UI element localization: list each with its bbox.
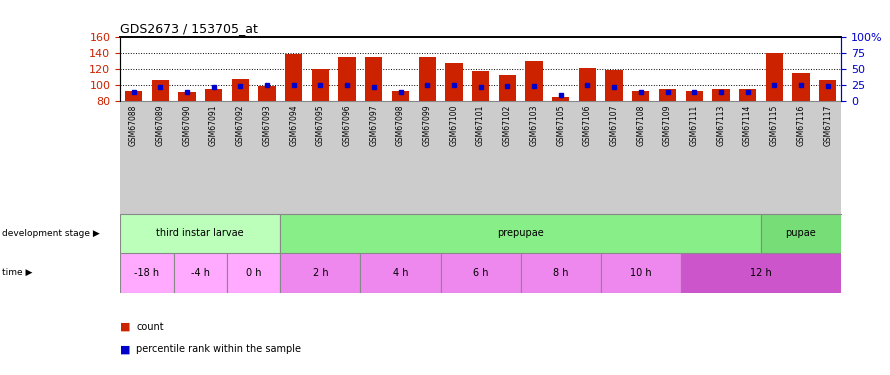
Text: 0 h: 0 h bbox=[246, 268, 262, 278]
Bar bbox=[205, 89, 222, 101]
Bar bbox=[498, 75, 516, 101]
Text: 8 h: 8 h bbox=[553, 268, 569, 278]
Text: GSM67105: GSM67105 bbox=[556, 105, 565, 146]
Bar bbox=[712, 89, 730, 101]
Bar bbox=[285, 54, 303, 101]
Text: development stage ▶: development stage ▶ bbox=[2, 229, 100, 238]
Text: 2 h: 2 h bbox=[312, 268, 328, 278]
Text: GSM67108: GSM67108 bbox=[636, 105, 645, 146]
Text: GSM67113: GSM67113 bbox=[716, 105, 725, 146]
Text: GSM67102: GSM67102 bbox=[503, 105, 512, 146]
Bar bbox=[685, 91, 703, 101]
Bar bbox=[441, 253, 521, 292]
Text: GSM67091: GSM67091 bbox=[209, 105, 218, 146]
Text: GSM67114: GSM67114 bbox=[743, 105, 752, 146]
Text: third instar larvae: third instar larvae bbox=[157, 228, 244, 238]
Text: time ▶: time ▶ bbox=[2, 268, 32, 278]
Bar bbox=[392, 91, 409, 101]
Text: GSM67101: GSM67101 bbox=[476, 105, 485, 146]
Bar bbox=[360, 253, 441, 292]
Text: GSM67090: GSM67090 bbox=[182, 105, 191, 146]
Text: ■: ■ bbox=[120, 322, 131, 332]
Text: ■: ■ bbox=[120, 344, 131, 354]
Bar bbox=[819, 80, 837, 101]
Bar bbox=[632, 91, 650, 101]
Text: count: count bbox=[136, 322, 164, 332]
Bar bbox=[761, 214, 841, 253]
Text: GDS2673 / 153705_at: GDS2673 / 153705_at bbox=[120, 22, 258, 35]
Bar bbox=[151, 80, 169, 101]
Text: GSM67095: GSM67095 bbox=[316, 105, 325, 146]
Text: GSM67098: GSM67098 bbox=[396, 105, 405, 146]
Bar bbox=[280, 214, 761, 253]
Text: GSM67106: GSM67106 bbox=[583, 105, 592, 146]
Bar bbox=[312, 69, 329, 101]
Bar bbox=[120, 253, 174, 292]
Text: GSM67116: GSM67116 bbox=[797, 105, 805, 146]
Text: GSM67092: GSM67092 bbox=[236, 105, 245, 146]
Bar bbox=[765, 53, 783, 101]
Bar bbox=[338, 57, 356, 101]
Bar bbox=[120, 214, 280, 253]
Text: pupae: pupae bbox=[786, 228, 816, 238]
Bar bbox=[552, 97, 570, 101]
Bar bbox=[445, 63, 463, 101]
Text: GSM67115: GSM67115 bbox=[770, 105, 779, 146]
Bar bbox=[521, 253, 601, 292]
Bar bbox=[601, 253, 681, 292]
Text: GSM67088: GSM67088 bbox=[129, 105, 138, 146]
Bar bbox=[681, 253, 841, 292]
Text: GSM67093: GSM67093 bbox=[263, 105, 271, 146]
Bar bbox=[227, 253, 280, 292]
Bar bbox=[525, 62, 543, 101]
Text: GSM67107: GSM67107 bbox=[610, 105, 619, 146]
Text: GSM67096: GSM67096 bbox=[343, 105, 352, 146]
Bar bbox=[659, 89, 676, 101]
Text: GSM67103: GSM67103 bbox=[530, 105, 538, 146]
Bar bbox=[792, 74, 810, 101]
Bar bbox=[578, 68, 596, 101]
Text: 12 h: 12 h bbox=[750, 268, 772, 278]
Bar bbox=[739, 89, 756, 101]
Bar bbox=[174, 253, 227, 292]
Bar bbox=[472, 71, 490, 101]
Text: GSM67097: GSM67097 bbox=[369, 105, 378, 146]
Text: GSM67109: GSM67109 bbox=[663, 105, 672, 146]
Bar bbox=[125, 91, 142, 101]
Bar bbox=[231, 79, 249, 101]
Text: prepupae: prepupae bbox=[498, 228, 544, 238]
Bar bbox=[365, 57, 383, 101]
Text: GSM67099: GSM67099 bbox=[423, 105, 432, 146]
Text: GSM67094: GSM67094 bbox=[289, 105, 298, 146]
Bar bbox=[258, 86, 276, 101]
Bar bbox=[605, 70, 623, 101]
Text: GSM67111: GSM67111 bbox=[690, 105, 699, 146]
Bar bbox=[178, 93, 196, 101]
Text: GSM67100: GSM67100 bbox=[449, 105, 458, 146]
Text: -18 h: -18 h bbox=[134, 268, 159, 278]
Text: -4 h: -4 h bbox=[190, 268, 210, 278]
Text: percentile rank within the sample: percentile rank within the sample bbox=[136, 344, 301, 354]
Text: 4 h: 4 h bbox=[392, 268, 409, 278]
Text: GSM67089: GSM67089 bbox=[156, 105, 165, 146]
Text: GSM67117: GSM67117 bbox=[823, 105, 832, 146]
Text: 10 h: 10 h bbox=[630, 268, 651, 278]
Bar bbox=[280, 253, 360, 292]
Bar bbox=[418, 57, 436, 101]
Text: 6 h: 6 h bbox=[473, 268, 489, 278]
